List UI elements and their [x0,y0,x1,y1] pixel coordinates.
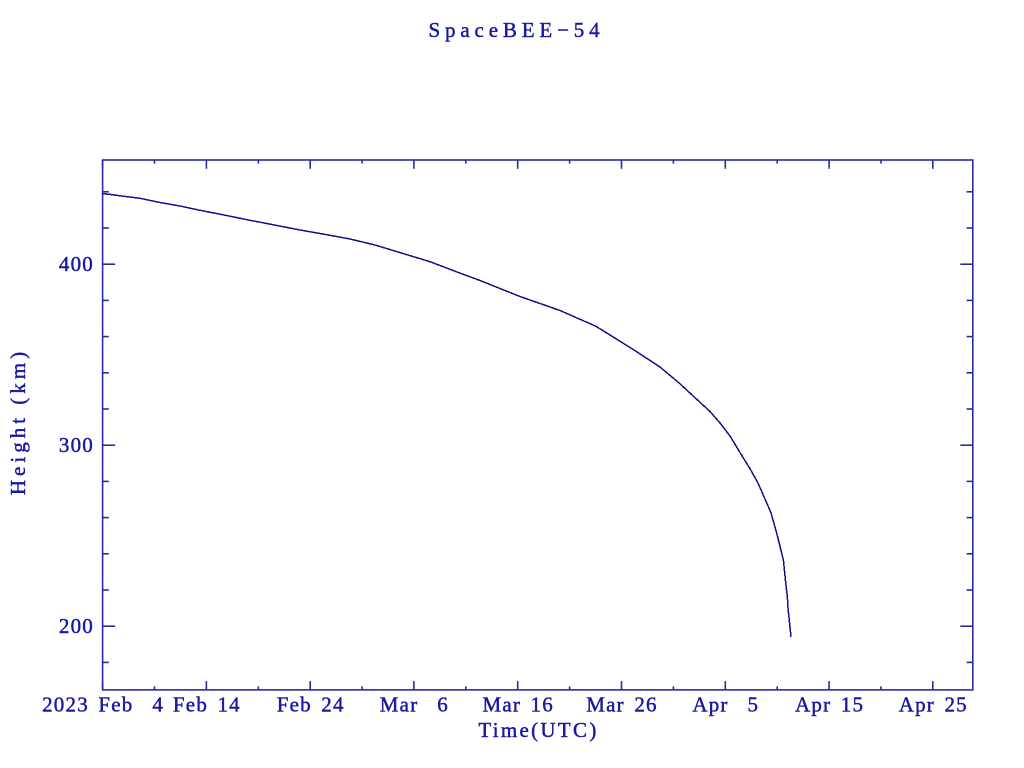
svg-text:Apr 25: Apr 25 [899,693,968,717]
svg-text:Mar 16: Mar 16 [482,693,553,717]
svg-text:Apr 15: Apr 15 [795,693,864,717]
svg-text:Feb 24: Feb 24 [277,693,345,717]
svg-text:2023 Feb 4: 2023 Feb 4 [42,693,164,717]
svg-text:Mar 26: Mar 26 [586,693,657,717]
svg-text:Mar 6: Mar 6 [380,693,449,717]
svg-text:Apr 5: Apr 5 [692,693,759,717]
svg-text:200: 200 [59,614,94,638]
svg-text:Height (km): Height (km) [6,348,30,495]
svg-text:400: 400 [59,252,94,276]
svg-text:Feb 14: Feb 14 [173,693,241,717]
svg-text:Time(UTC): Time(UTC) [478,718,598,742]
svg-text:300: 300 [59,433,94,457]
svg-text:SpaceBEE−54: SpaceBEE−54 [429,18,605,42]
